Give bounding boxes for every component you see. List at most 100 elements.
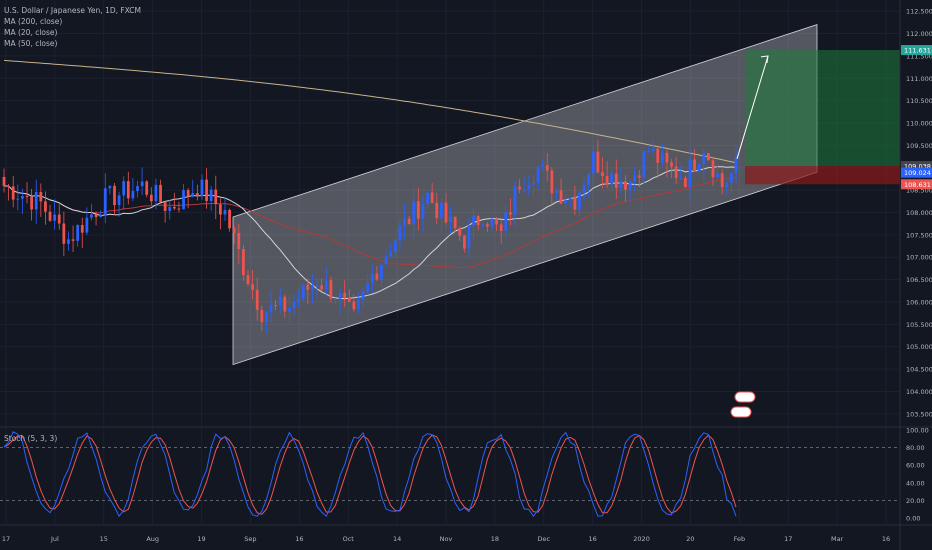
price-tick-label: 108.000 bbox=[906, 209, 932, 217]
target-price-badge-bg bbox=[901, 45, 932, 56]
time-tick-label: 17 bbox=[784, 535, 792, 543]
candle-body bbox=[186, 190, 190, 197]
ma20-path bbox=[3, 166, 737, 300]
candle-body bbox=[136, 186, 139, 192]
candle-body bbox=[573, 197, 577, 210]
candle-body bbox=[352, 301, 356, 310]
candle-body bbox=[311, 285, 314, 290]
candle-body bbox=[228, 209, 231, 229]
candle-body bbox=[214, 189, 218, 205]
arrow-head bbox=[760, 55, 769, 63]
time-tick-label: Feb bbox=[734, 535, 746, 543]
candle-body bbox=[11, 186, 15, 200]
candle-body bbox=[393, 240, 397, 253]
candle-body bbox=[541, 165, 545, 167]
candle-body bbox=[467, 225, 471, 249]
time-tick-label: 15 bbox=[100, 535, 108, 543]
projection-arrow[interactable] bbox=[736, 55, 769, 159]
time-axis[interactable]: 17 Jul 15 Aug 19 Sep 16 Oct 14 Nov 18 Dec 16 2020 20 Fe… bbox=[2, 535, 890, 543]
symbol-title: U.S. Dollar / Japanese Yen, 1D, FXCM bbox=[4, 6, 141, 15]
long-position-tool[interactable] bbox=[745, 50, 900, 185]
chart-legend: U.S. Dollar / Japanese Yen, 1D, FXCM MA … bbox=[4, 5, 141, 49]
candle-body bbox=[555, 190, 558, 194]
candle-body bbox=[366, 282, 370, 292]
event-marker bbox=[730, 406, 752, 418]
ma50-path bbox=[3, 176, 737, 269]
candle-body bbox=[633, 175, 637, 182]
stoch-k-line bbox=[3, 431, 737, 518]
candle-body bbox=[605, 176, 609, 185]
candle-body bbox=[439, 202, 443, 219]
candle-body bbox=[177, 208, 181, 210]
time-tick-label: 16 bbox=[295, 535, 303, 543]
candle-body bbox=[693, 159, 696, 172]
candle-body bbox=[140, 181, 144, 187]
candle-body bbox=[200, 179, 204, 197]
candle-body bbox=[338, 293, 342, 299]
time-tick-label: 18 bbox=[491, 535, 499, 543]
time-tick-label: 14 bbox=[393, 535, 401, 543]
candle-body bbox=[172, 206, 176, 209]
price-tick-label: 111.500 bbox=[906, 52, 932, 60]
candle-body bbox=[103, 188, 107, 216]
candle-body bbox=[113, 185, 116, 206]
stoch-tick-label: 100.00 bbox=[906, 427, 929, 435]
parallel-channel[interactable] bbox=[232, 24, 818, 366]
candle-body bbox=[522, 189, 526, 191]
stoch-tick-label: 40.00 bbox=[906, 479, 925, 487]
candle-body bbox=[7, 185, 10, 187]
candle-body bbox=[80, 225, 84, 233]
candle-body bbox=[504, 212, 508, 231]
grid-lines bbox=[0, 0, 932, 526]
candle-body bbox=[21, 196, 24, 199]
price-tick-label: 109.500 bbox=[906, 142, 932, 150]
candle-body bbox=[568, 197, 572, 201]
event-markers[interactable] bbox=[730, 391, 756, 418]
candle-body bbox=[126, 181, 130, 199]
candle-body bbox=[94, 214, 98, 218]
candle-body bbox=[683, 177, 687, 188]
candle-body bbox=[614, 173, 618, 189]
candle-body bbox=[697, 163, 701, 172]
price-axis[interactable]: 112.500 112.000 111.500 111.000 110.500 110.0… bbox=[899, 0, 932, 550]
candle-body bbox=[734, 157, 738, 173]
time-tick-label: 19 bbox=[197, 535, 205, 543]
candle-body bbox=[550, 170, 554, 194]
candle-body bbox=[265, 312, 268, 323]
stop-price-badge: 108.631 bbox=[904, 181, 931, 189]
candle-body bbox=[412, 201, 416, 225]
price-tick-label: 110.500 bbox=[906, 97, 932, 105]
candle-body bbox=[679, 177, 683, 179]
candle-body bbox=[260, 309, 264, 323]
price-tick-label: 110.000 bbox=[906, 120, 932, 128]
candle-body bbox=[67, 239, 70, 244]
candle-body bbox=[292, 302, 296, 308]
candle-body bbox=[48, 211, 52, 221]
candle-body bbox=[329, 280, 333, 299]
last-price-badge: 109.038 bbox=[904, 163, 931, 171]
candle-body bbox=[44, 201, 47, 212]
candle-body bbox=[131, 191, 135, 199]
candle-body bbox=[449, 216, 452, 223]
candle-body bbox=[403, 218, 406, 226]
candle-body bbox=[711, 160, 715, 178]
candle-body bbox=[269, 304, 273, 313]
candle-body bbox=[2, 176, 6, 186]
candle-body bbox=[430, 192, 434, 203]
candle-body bbox=[578, 192, 581, 210]
candle-body bbox=[122, 181, 126, 196]
price-tick-label: 104.500 bbox=[906, 366, 932, 374]
candle-body bbox=[182, 190, 185, 210]
candle-body bbox=[334, 298, 337, 300]
price-tick-label: 112.500 bbox=[906, 8, 932, 16]
candle-body bbox=[706, 153, 710, 161]
candle-body bbox=[702, 153, 706, 164]
candle-body bbox=[642, 151, 646, 178]
candle-body bbox=[499, 224, 503, 231]
candle-body bbox=[375, 273, 379, 280]
candlesticks bbox=[2, 139, 738, 334]
candle-body bbox=[444, 202, 448, 223]
current-price-badge: 109.024 bbox=[904, 169, 931, 177]
